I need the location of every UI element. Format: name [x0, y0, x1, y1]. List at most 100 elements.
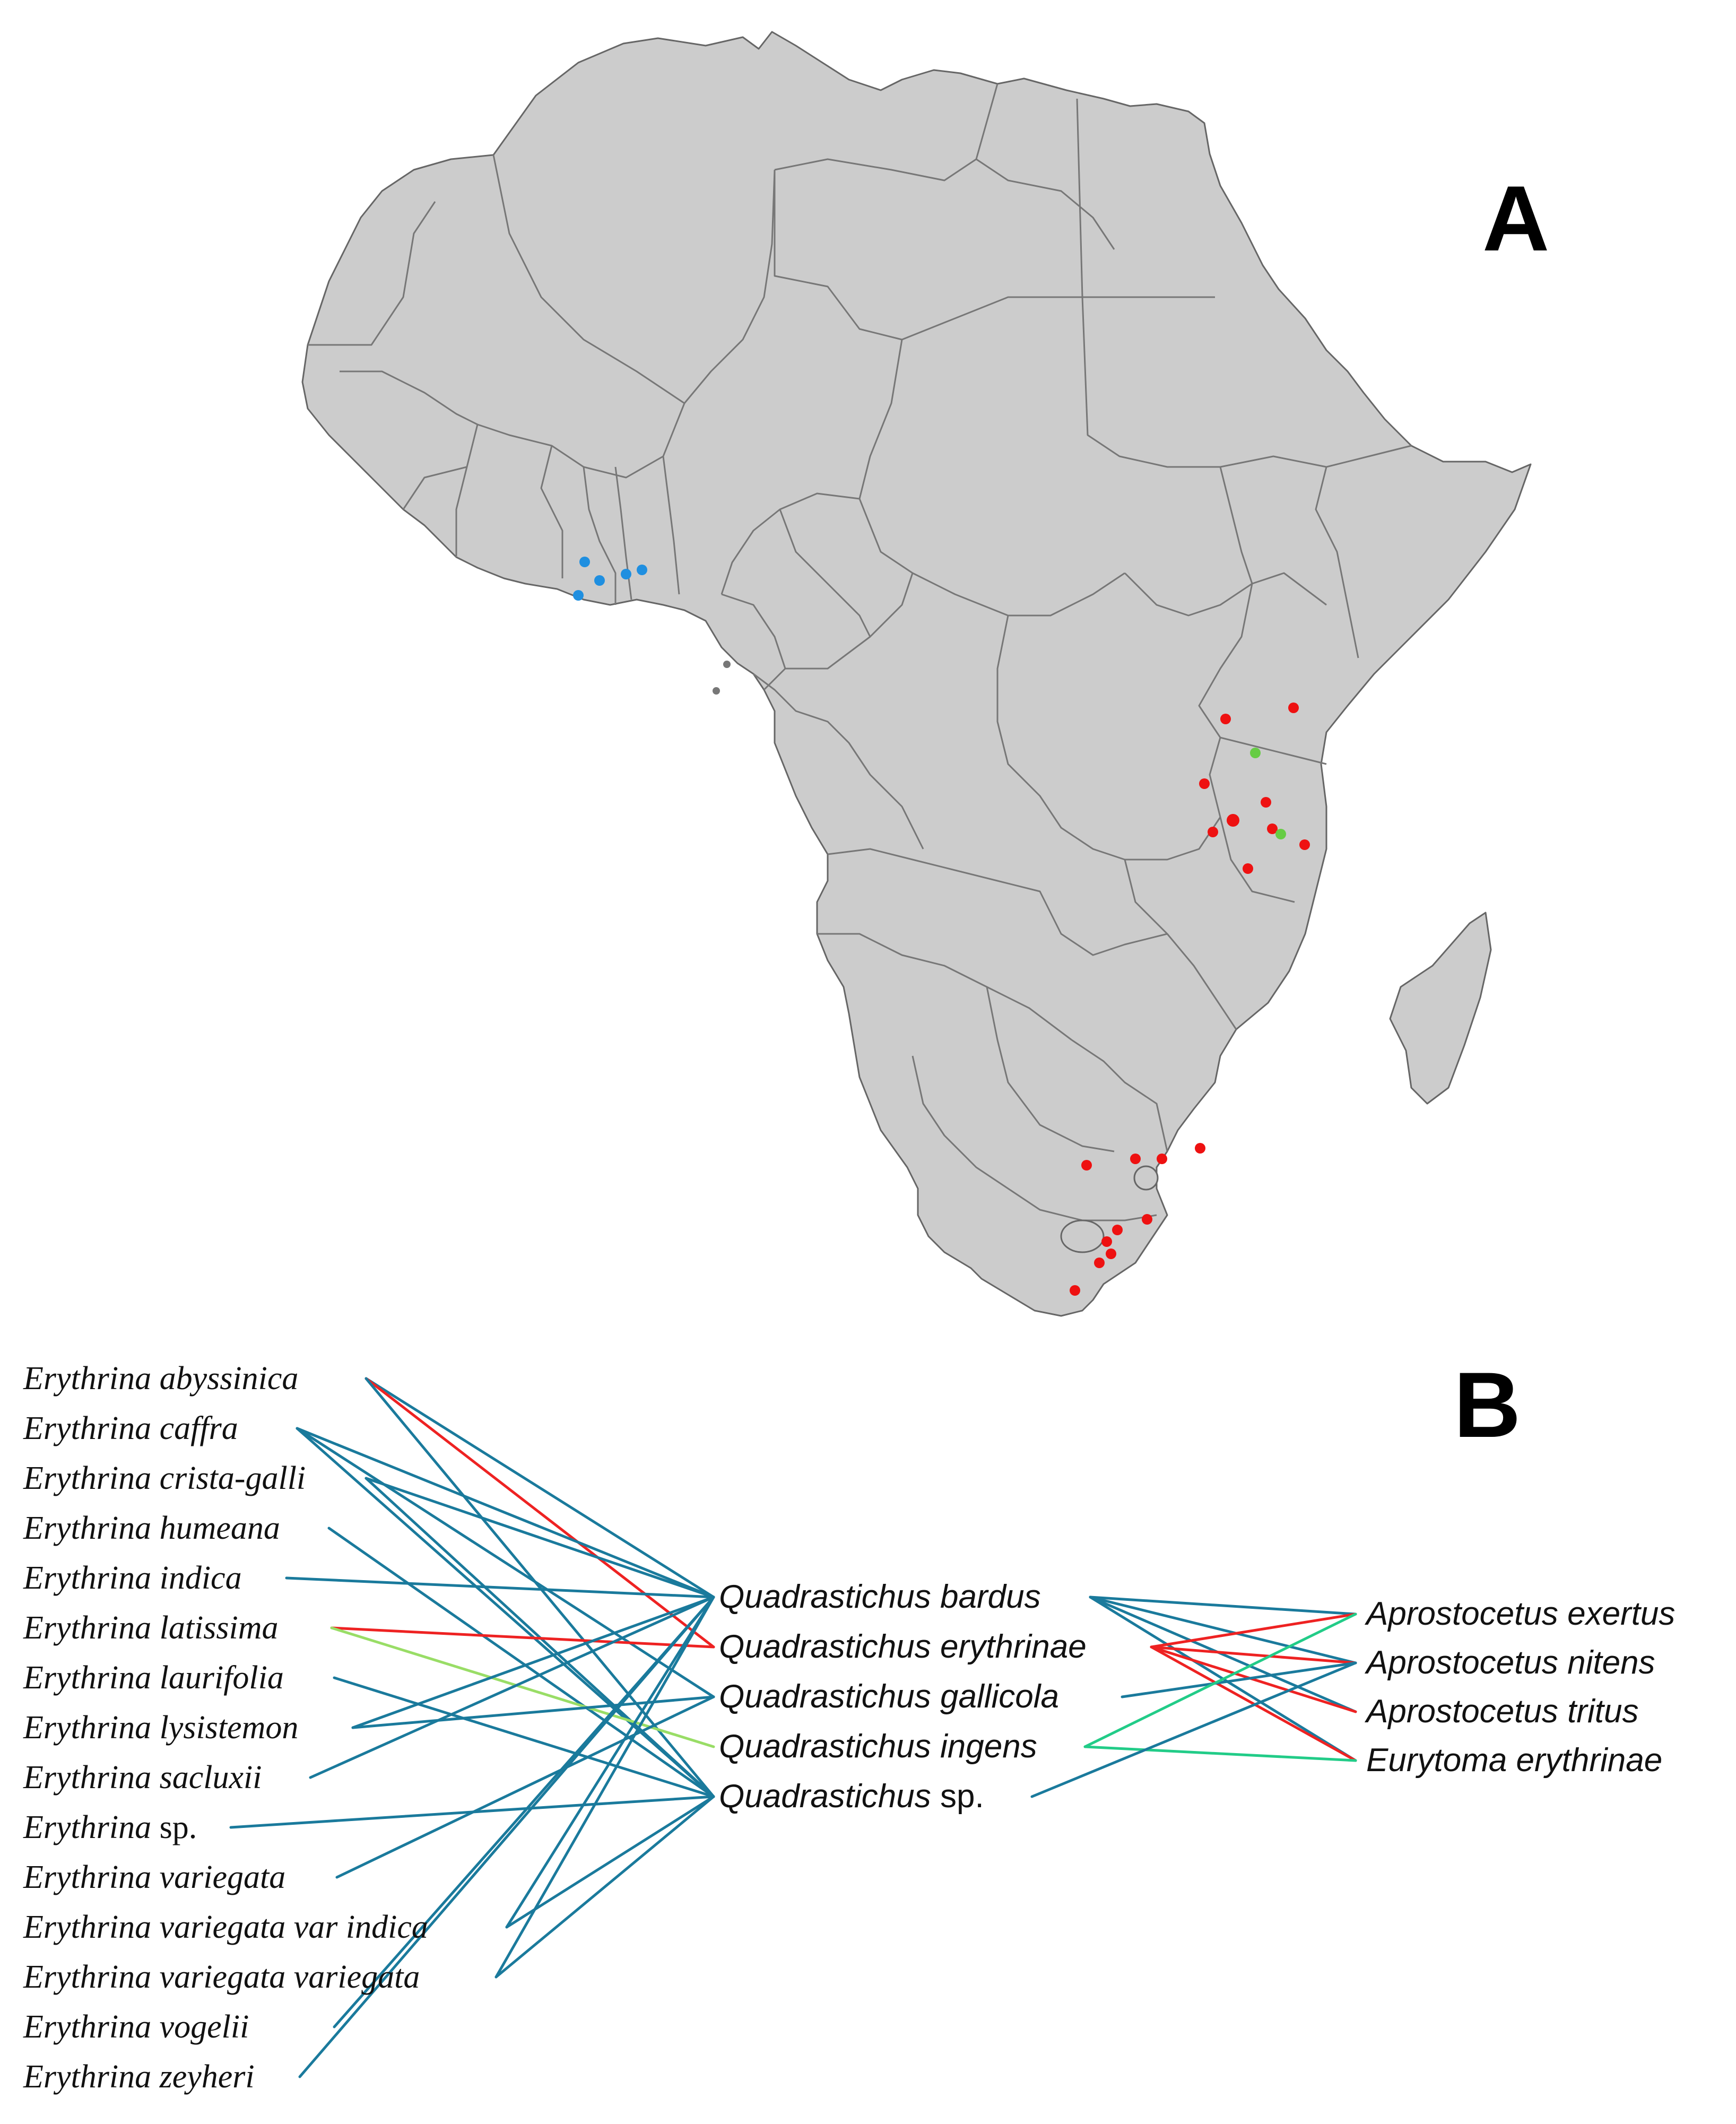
host-gall-link	[494, 1795, 715, 1979]
host-gall-link	[296, 1427, 715, 1698]
host-label: Erythrina sacluxii	[23, 1759, 262, 1796]
host-gall-link	[309, 1596, 715, 1779]
occurrence-points	[573, 557, 1310, 1296]
point-red	[1195, 1143, 1205, 1154]
parasitoid-epithet: tritus	[1558, 1693, 1639, 1730]
gall-parasitoid-link	[1089, 1596, 1357, 1616]
gall-parasitoid-link	[1121, 1661, 1357, 1698]
host-genus: Erythrina	[23, 1809, 151, 1845]
host-epithet: vogelii	[151, 2009, 249, 2045]
host-epithet: lysistemon	[151, 1710, 298, 1746]
gall-parasitoid-link	[1150, 1645, 1357, 1713]
host-label: Erythrina variegata variegata	[23, 1959, 420, 1995]
point-red	[1157, 1154, 1167, 1164]
host-label: Erythrina crista-galli	[23, 1460, 306, 1496]
point-red	[1112, 1225, 1123, 1235]
host-label: Erythrina laurifolia	[23, 1660, 284, 1696]
host-label: Erythrina indica	[23, 1560, 242, 1596]
point-red	[1101, 1236, 1112, 1247]
parasitoid-genus: Eurytoma	[1366, 1742, 1507, 1779]
host-epithet: sacluxii	[151, 1759, 262, 1796]
host-label: Erythrina sp.	[23, 1809, 197, 1845]
parasitoid-epithet: nitens	[1558, 1644, 1655, 1681]
host-epithet: variegata variegata	[151, 1959, 420, 1995]
host-gall-link	[364, 1477, 715, 1599]
host-genus: Erythrina	[23, 1909, 151, 1945]
host-gall-link	[327, 1527, 715, 1798]
host-gall-link	[296, 1427, 715, 1798]
host-gall-link	[335, 1695, 715, 1879]
host-gall-link	[364, 1377, 715, 1599]
parasitoid-genus: Aprostocetus	[1364, 1693, 1558, 1730]
gall-parasitoid-link	[1089, 1596, 1357, 1664]
host-genus: Erythrina	[23, 1410, 151, 1446]
host-gall-link	[494, 1596, 715, 1979]
host-epithet: variegata	[151, 1859, 285, 1895]
point-red	[1094, 1258, 1105, 1268]
gall-former-label: Quadrastichus erythrinae	[719, 1628, 1087, 1665]
host-gall-link	[364, 1377, 715, 1649]
point-blue	[637, 565, 647, 575]
gall-genus: Quadrastichus	[719, 1628, 931, 1665]
host-gall-link	[364, 1377, 715, 1798]
gall-epithet: bardus	[931, 1579, 1041, 1615]
point-blue	[579, 557, 590, 567]
point-red	[1261, 797, 1271, 808]
host-gall-link	[505, 1596, 715, 1929]
point-grey	[723, 661, 731, 668]
host-gall-link	[351, 1596, 715, 1729]
point-red	[1208, 827, 1218, 837]
host-gall-link	[285, 1576, 715, 1599]
host-label: Erythrina abyssinica	[23, 1360, 298, 1397]
host-genus: Erythrina	[23, 1959, 151, 1995]
host-label: Erythrina zeyheri	[23, 2059, 255, 2095]
parasitoid-epithet: exertus	[1558, 1596, 1676, 1632]
gall-genus: Quadrastichus	[719, 1678, 931, 1715]
parasitoid-label: Aprostocetus tritus	[1364, 1693, 1638, 1730]
point-red	[1106, 1249, 1116, 1259]
gall-epithet: sp.	[931, 1778, 984, 1815]
panel-a-label: A	[1482, 167, 1549, 271]
gall-genus: Quadrastichus	[719, 1728, 931, 1765]
point-red	[1142, 1214, 1152, 1225]
gall-epithet: erythrinae	[931, 1628, 1087, 1665]
host-genus: Erythrina	[23, 1759, 151, 1796]
host-epithet: laurifolia	[151, 1660, 284, 1696]
africa-map-panel: A	[301, 31, 1549, 1317]
host-genus: Erythrina	[23, 1859, 151, 1895]
point-red	[1130, 1154, 1141, 1164]
host-label: Erythrina humeana	[23, 1510, 280, 1546]
gall-parasitoid-link	[1030, 1661, 1357, 1798]
gall-epithet: ingens	[931, 1728, 1037, 1765]
point-green	[1275, 829, 1286, 839]
host-label: Erythrina vogelii	[23, 2009, 249, 2045]
madagascar	[1389, 912, 1492, 1105]
host-epithet: zeyheri	[151, 2059, 255, 2095]
host-gall-link	[298, 1596, 715, 2078]
gall-former-label: Quadrastichus ingens	[719, 1728, 1037, 1765]
host-label: Erythrina caffra	[23, 1410, 238, 1446]
point-blue	[621, 569, 631, 579]
point-red	[1267, 823, 1278, 834]
point-red	[1199, 778, 1210, 789]
parasitoid-epithet: erythrinae	[1507, 1742, 1662, 1779]
country-borders	[308, 83, 1412, 1253]
host-gall-link	[330, 1626, 715, 1649]
host-epithet: caffra	[151, 1410, 238, 1446]
point-red	[1070, 1285, 1080, 1296]
parasitoid-label: Aprostocetus exertus	[1364, 1596, 1675, 1632]
gall-parasitoid-link	[1089, 1596, 1357, 1713]
host-label: Erythrina latissima	[23, 1610, 279, 1646]
host-genus: Erythrina	[23, 1710, 151, 1746]
gall-former-label: Quadrastichus sp.	[719, 1778, 984, 1815]
gall-former-label: Quadrastichus gallicola	[719, 1678, 1059, 1715]
host-gall-link	[505, 1795, 715, 1929]
point-blue	[573, 590, 584, 601]
host-epithet: abyssinica	[151, 1360, 298, 1397]
gall-genus: Quadrastichus	[719, 1778, 931, 1815]
point-blue	[594, 575, 605, 586]
parasitoid-genus: Aprostocetus	[1364, 1644, 1558, 1681]
